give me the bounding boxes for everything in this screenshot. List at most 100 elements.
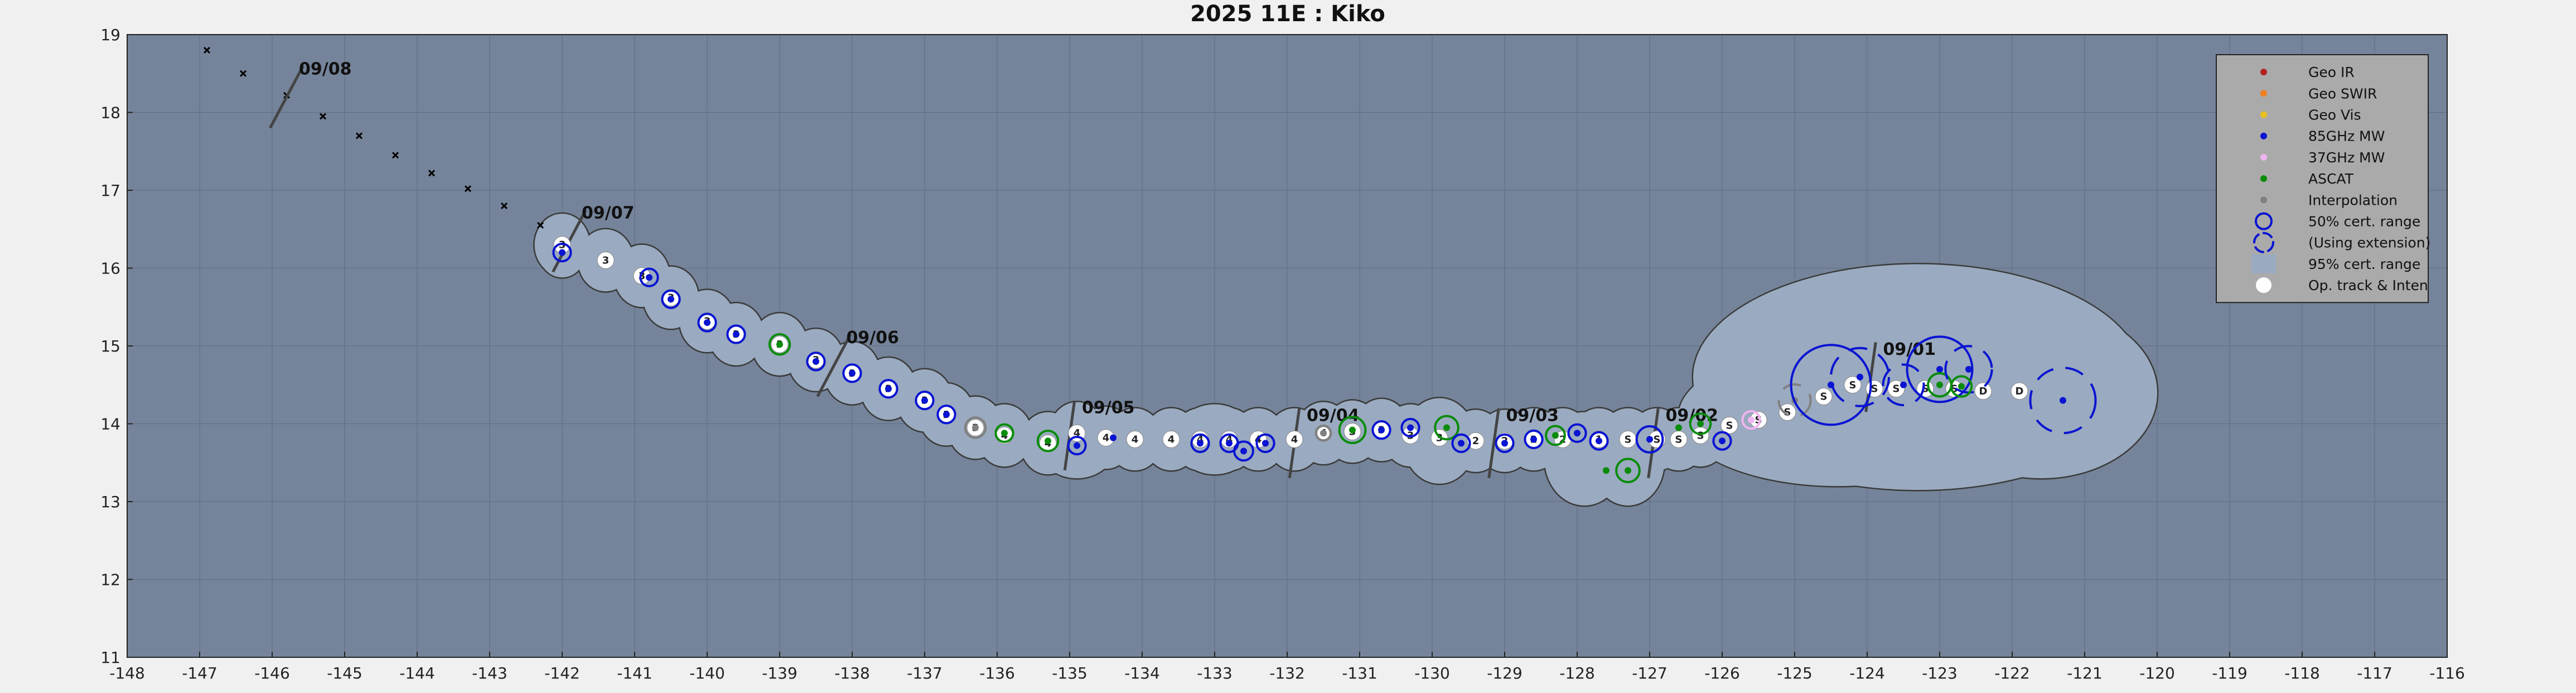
- cert-range-50-ring: [842, 363, 862, 383]
- cert-range-50-extension-ring: [2029, 367, 2097, 435]
- forecast-point: [319, 113, 327, 120]
- date-marker-label: 09/03: [1506, 406, 1559, 425]
- op-track-point: S: [1670, 430, 1688, 448]
- op-track-point: 4: [1285, 430, 1303, 448]
- fix-dot: [1501, 440, 1508, 447]
- fix-dot: [1697, 420, 1704, 427]
- fix-dot: [1407, 424, 1414, 431]
- fix-mw85: [1495, 433, 1515, 453]
- fix-mw85: [1524, 429, 1544, 450]
- cert-range-50-extension-ring: [1777, 383, 1812, 418]
- fix-mw85: [1906, 335, 1974, 403]
- x-tick-label: -140: [689, 664, 725, 682]
- cert-range-50-ring: [1567, 423, 1587, 443]
- cert-range-50-ring: [1950, 375, 1973, 398]
- fix-dot: [1378, 426, 1385, 434]
- legend-marker: [2260, 90, 2267, 97]
- cert-range-50-ring: [1036, 429, 1060, 453]
- x-tick-label: -119: [2212, 664, 2248, 682]
- legend-item: (Using extension): [2253, 232, 2430, 253]
- fix-ascat: [768, 333, 791, 356]
- y-tick-label: 16: [100, 259, 120, 278]
- cert-range-50-ring: [661, 289, 681, 309]
- x-tick-label: -121: [2067, 664, 2103, 682]
- op-track-intensity: S: [1784, 407, 1791, 418]
- x-tick-label: -147: [182, 664, 218, 682]
- cert-range-50-ring: [1689, 412, 1712, 435]
- x-tick-label: -117: [2357, 664, 2393, 682]
- forecast-point: [428, 170, 436, 177]
- fix-interp: [1315, 425, 1332, 442]
- legend-label: (Using extension): [2308, 235, 2430, 251]
- legend-item: Geo SWIR: [2260, 85, 2377, 102]
- legend-marker: [2260, 196, 2267, 204]
- legend-label: 50% cert. range: [2308, 214, 2420, 230]
- cert-range-50-ring: [768, 333, 791, 356]
- fix-ascat: [1338, 416, 1367, 445]
- x-tick-label: -130: [1414, 664, 1450, 682]
- fix-ascat: [1950, 375, 1973, 398]
- legend-label: Interpolation: [2308, 192, 2398, 208]
- x-tick-label: -139: [762, 664, 798, 682]
- legend-label: Geo IR: [2308, 64, 2355, 80]
- op-track-intensity: S: [1675, 434, 1683, 445]
- cert-range-50-ring: [552, 243, 572, 263]
- fix-mw85: [842, 363, 862, 383]
- x-tick-label: -133: [1197, 664, 1233, 682]
- x-tick-label: -142: [544, 664, 580, 682]
- op-track-point: S: [1815, 388, 1833, 406]
- fix-dot: [1936, 365, 1943, 373]
- fix-mw85: [1712, 431, 1732, 451]
- x-tick-label: -141: [617, 664, 653, 682]
- legend-label: Geo Vis: [2308, 107, 2361, 123]
- y-tick-label: 12: [100, 571, 120, 589]
- legend-item: 37GHz MW: [2260, 150, 2385, 166]
- date-marker-label: 09/07: [582, 204, 634, 223]
- legend-label: 85GHz MW: [2308, 128, 2385, 145]
- fix-mw85: [936, 405, 956, 425]
- op-track-intensity: 4: [1103, 432, 1110, 444]
- fix-dot: [1001, 430, 1008, 437]
- legend-item: 50% cert. range: [2255, 212, 2420, 230]
- cert-range-50-ring: [1400, 417, 1420, 438]
- op-track-point: 4: [1097, 429, 1115, 447]
- cert-range-50-ring: [1524, 429, 1544, 450]
- fix-mw85: [1233, 440, 1254, 462]
- op-track-point: 3: [633, 267, 651, 285]
- op-track-intensity: 3: [602, 255, 610, 267]
- x-tick-label: -135: [1052, 664, 1088, 682]
- cert-range-50-ring: [915, 391, 935, 411]
- cert-range-50-ring: [1371, 420, 1391, 440]
- fix-ascat: [994, 423, 1014, 443]
- x-tick-label: -116: [2429, 664, 2465, 682]
- op-track-intensity: S: [1726, 420, 1733, 431]
- fix-dot: [1596, 437, 1602, 445]
- fix-dot: [1965, 365, 1972, 373]
- fix-mw85: [639, 267, 659, 287]
- op-track-intensity: S: [1849, 379, 1857, 391]
- cert-range-50-ring: [1434, 415, 1459, 441]
- fix-dot: [1958, 383, 1965, 390]
- date-marker-label: 09/08: [299, 60, 351, 79]
- fix-dot: [1574, 430, 1581, 437]
- fix-dot: [1226, 440, 1233, 447]
- fix-dot: [1675, 424, 1682, 431]
- cert-range-50-ring: [1067, 435, 1087, 456]
- fix-mw85: [697, 312, 717, 333]
- fix-ascat: [1603, 467, 1610, 474]
- fix-dot: [1262, 440, 1269, 447]
- op-track-point: S: [1844, 376, 1862, 394]
- op-track-intensity: S: [1893, 383, 1900, 395]
- fix-mw37: [1741, 410, 1761, 430]
- legend-item: Op. track & Inten: [2256, 277, 2428, 293]
- legend-item: 95% cert. range: [2251, 254, 2420, 273]
- op-track-intensity: 4: [1291, 434, 1298, 445]
- cert-range-50-ring: [1906, 335, 1974, 403]
- cert-range-50-ring: [1712, 431, 1732, 451]
- fix-mw85: [1882, 363, 1925, 407]
- op-track-intensity: S: [1697, 430, 1704, 441]
- fix-mw85: [878, 379, 898, 399]
- op-track-intensity: 4: [1168, 434, 1175, 445]
- fix-dot: [1625, 467, 1631, 474]
